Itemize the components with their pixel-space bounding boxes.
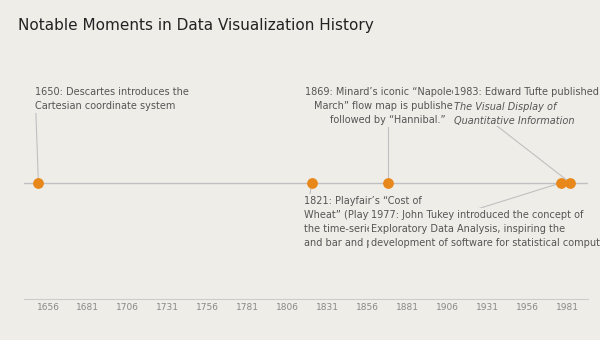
Point (307, 180, 316, 186)
Text: 1977: John Tukey introduced the concept of
Exploratory Data Analysis, inspiring : 1977: John Tukey introduced the concept … (371, 209, 600, 248)
Text: 1869: Minard’s iconic “Napoleon’s
March” flow map is published,
followed by “Han: 1869: Minard’s iconic “Napoleon’s March”… (305, 87, 472, 125)
Text: 1650: Descartes introduces the
Cartesian coordinate system: 1650: Descartes introduces the Cartesian… (35, 87, 189, 111)
Point (383, 180, 393, 186)
Point (556, 180, 566, 186)
Point (566, 180, 575, 186)
Text: 1821: Playfair’s “Cost of
Wheat” (Playfair introduced
the time-series line graph: 1821: Playfair’s “Cost of Wheat” (Playfa… (304, 195, 440, 248)
Text: Notable Moments in Data Visualization History: Notable Moments in Data Visualization Hi… (19, 18, 374, 33)
Text: 1983: Edward Tufte published: 1983: Edward Tufte published (454, 87, 599, 97)
Point (34, 180, 43, 186)
Text: The Visual Display of
Quantitative Information: The Visual Display of Quantitative Infor… (454, 102, 574, 125)
